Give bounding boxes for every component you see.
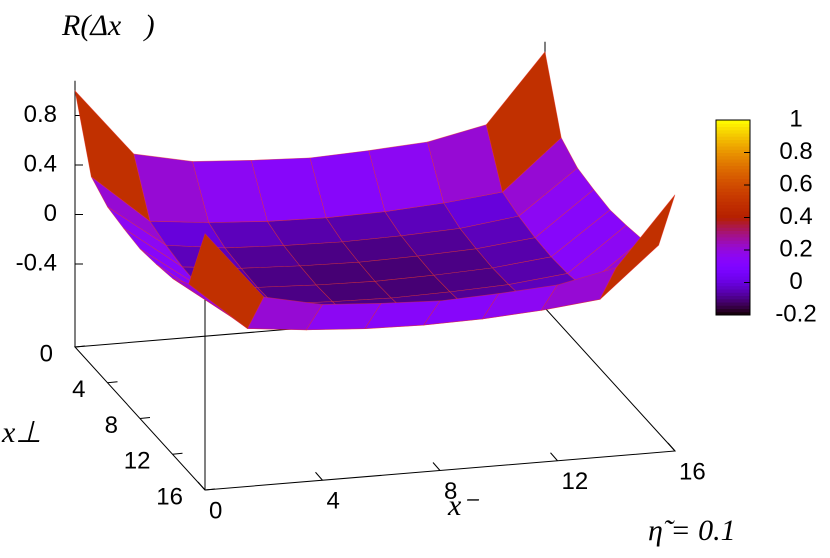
colorbar-step [716,133,750,137]
colorbar-step [716,308,750,313]
colorbar-step [716,220,750,225]
colorbar-step [716,298,750,303]
colorbar-step [716,230,750,235]
y-tick [107,381,118,384]
colorbar-step [716,246,750,251]
colorbar-step [716,168,750,173]
base-plane [73,307,677,491]
colorbar-step [716,217,750,222]
colorbar-tick-label: 1 [789,105,802,132]
colorbar-step [716,149,750,153]
colorbar-step [716,224,750,228]
colorbar-step [716,250,750,254]
colorbar-step [716,165,750,170]
colorbar-step [716,253,750,257]
colorbar-tick-label: 0 [789,268,802,295]
colorbar-step [716,282,750,287]
colorbar-tick-label: 0.2 [779,235,812,262]
x-tick [667,442,676,452]
colorbar-step [716,237,750,241]
y-tick [139,417,151,419]
y-tick-label: 4 [72,376,85,403]
colorbar-step [716,201,750,205]
colorbar-step [716,155,750,160]
x-tick [432,462,441,471]
y-tick [74,345,86,348]
colorbar-step [716,120,750,124]
colorbar-step [716,233,750,238]
colorbar-step [716,159,750,163]
colorbar-step [716,276,750,280]
y-tick [172,452,183,455]
colorbar-step [716,305,750,309]
x-tick-label: 0 [209,497,222,524]
y-axis-label: x⊥ [1,416,41,449]
y-tick-label: 12 [124,448,151,475]
colorbar-step [716,227,750,231]
colorbar-step [716,142,750,147]
colorbar-step [716,178,750,183]
x-tick-label: 8 [444,478,457,505]
colorbar-step [716,146,750,150]
colorbar-step [716,214,750,218]
x-tick [550,452,558,462]
z-tick-label: 0.8 [24,101,57,128]
x-tick-label: 4 [327,488,340,515]
x-tick-label: 16 [679,458,706,485]
colorbar-step [716,188,750,192]
colorbar-step [716,285,750,290]
x-tick-label: 12 [562,468,589,495]
y-tick-label: 16 [156,483,183,510]
colorbar-step [716,185,750,189]
colorbar-step [716,279,750,283]
colorbar-tick-label: 0.4 [779,203,812,230]
colorbar-step [716,256,750,261]
colorbar-step [716,259,750,264]
colorbar-step [716,198,750,202]
colorbar-step [716,292,750,296]
x-tick [197,481,206,491]
colorbar-step [716,162,750,166]
colorbar-step [716,240,750,244]
colorbar-step [716,302,750,306]
colorbar-step [716,129,750,134]
colorbar-step [716,123,750,127]
colorbar-step [716,136,750,140]
colorbar-step [716,289,750,293]
annotation: η̃ = 0.1 [648,514,736,547]
x-axis-label: x⁻ [447,489,479,522]
colorbar-step [716,263,750,267]
colorbar-step [716,211,750,215]
colorbar-step [716,266,750,270]
colorbar-tick-label: -0.2 [775,300,816,327]
z-tick-label: 0 [44,200,57,227]
surface-cell [599,194,676,300]
colorbar-step [716,126,750,131]
colorbar-step [716,175,750,179]
colorbar-step [716,191,750,196]
colorbar-step [716,311,750,316]
colorbar-step [716,204,750,209]
colorbar-step [716,172,750,176]
colorbar-step [716,207,750,212]
y-tick-label: 8 [105,412,118,439]
colorbar-step [716,295,750,300]
y-tick [204,488,216,491]
colorbar-step [716,139,750,144]
z-tick-label: -0.4 [16,249,57,276]
colorbar-step [716,194,750,199]
colorbar-step [716,152,750,157]
y-tick-label: 0 [40,340,53,367]
colorbar-step [716,272,750,277]
z-tick-label: 0.4 [24,150,57,177]
chart-title: R(Δx⃗) [61,9,155,42]
colorbar-tick-label: 0.6 [779,170,812,197]
colorbar-tick-label: 0.8 [779,138,812,165]
colorbar-step [716,243,750,248]
colorbar-step [716,269,750,274]
x-tick [315,471,323,481]
colorbar-step [716,181,750,186]
